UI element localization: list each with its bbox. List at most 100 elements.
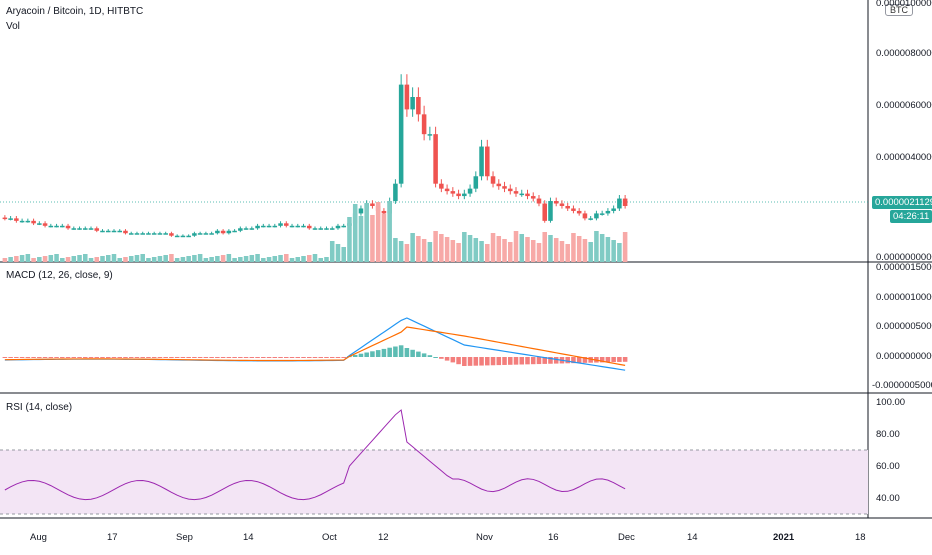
macd-histogram-bar [266,357,272,358]
macd-histogram-bar [71,357,77,358]
macd-histogram-bar [519,357,525,365]
macd-histogram-bar [370,351,375,357]
rsi-band [0,450,868,514]
volume-bar [456,243,461,262]
macd-legend[interactable]: MACD (12, 26, close, 9) [6,270,113,281]
candle-body [48,225,54,228]
volume-bar [352,204,358,262]
volume-bar [31,258,36,262]
time-tick: 18 [855,532,866,543]
time-tick: Nov [476,532,493,543]
candle-body [306,225,312,229]
volume-bar [146,258,151,262]
volume-bar [8,257,13,262]
volume-bar [370,215,375,262]
volume-bar [169,254,174,262]
volume-bar [410,233,415,262]
candle-body [60,225,65,228]
candle-body [140,233,145,235]
volume-bar [450,240,456,262]
macd-histogram-bar [479,357,484,366]
volume-bar [220,255,226,262]
candle-body [312,228,318,230]
macd-histogram-bar [312,357,318,358]
volume-bar [215,256,220,262]
volume-bar [324,257,329,262]
macd-histogram-bar [404,348,410,357]
volume-bar [416,236,421,262]
volume-bar [94,257,100,262]
volume-bar [462,232,467,262]
price-tick: 0.0000100000 [876,0,932,9]
volume-bar [599,234,605,262]
candle-body [37,223,42,225]
candle-body [54,225,59,228]
macd-histogram-bar [238,357,243,358]
macd-histogram-bar [393,346,398,357]
volume-bar [513,231,519,262]
candle-body [186,235,191,238]
volume-bar [381,214,387,262]
macd-histogram-bar [398,345,404,357]
macd-histogram-bar [381,348,387,357]
macd-histogram-bar [364,352,369,357]
volume-bar [553,238,559,262]
macd-histogram-bar [209,357,214,358]
volume-bar [301,256,306,262]
macd-histogram-bar [582,357,588,363]
macd-histogram-bar [203,357,209,358]
candle-body [105,230,111,233]
macd-histogram-bar [462,357,467,366]
candle-body [370,203,375,206]
currency-badge[interactable]: BTC [885,4,913,16]
macd-histogram-bar [622,357,628,362]
volume-bar [444,237,450,262]
rsi-tick: 40.00 [876,493,900,504]
macd-histogram-bar [226,357,232,358]
macd-histogram-bar [605,357,611,363]
candle-body [450,191,456,194]
candle-body [404,84,410,110]
volume-bar [157,256,163,262]
volume-bar [605,237,611,262]
candle-body [301,225,306,228]
volume-bar [473,238,479,262]
candle-body [444,188,450,192]
price-tick: 0.0000040000 [876,152,932,163]
macd-histogram-bar [215,357,220,358]
candle-body [582,213,588,219]
macd-tick: 0.0000000000 [876,351,932,362]
volume-legend[interactable]: Vol [6,21,20,32]
macd-histogram-bar [169,357,174,358]
volume-bar [226,254,232,262]
volume-bar [306,255,312,262]
macd-histogram-bar [416,351,421,357]
candle-body [410,97,415,110]
macd-histogram-bar [128,357,134,358]
candle-body [117,230,123,233]
volume-bar [284,254,289,262]
volume-bar [548,235,553,262]
macd-histogram-bar [324,357,329,358]
candle-body [232,230,237,233]
rsi-legend[interactable]: RSI (14, close) [6,402,73,413]
macd-histogram-bar [278,357,283,358]
volume-bar [77,255,82,262]
volume-bar [249,255,255,262]
volume-bar [525,237,530,262]
volume-bar [19,255,25,262]
candle-body [496,183,502,187]
symbol-legend[interactable]: Aryacoin / Bitcoin, 1D, HITBTC [6,6,144,17]
volume-bar [2,258,8,262]
volume-bar [123,257,128,262]
rsi-tick: 80.00 [876,429,900,440]
volume-bar [427,242,433,262]
candle-body [542,203,547,221]
macd-histogram-bar [329,357,335,358]
volume-bar [312,254,318,262]
macd-histogram-bar [197,357,203,358]
candle-body [203,233,209,235]
macd-histogram-bar [180,357,186,358]
